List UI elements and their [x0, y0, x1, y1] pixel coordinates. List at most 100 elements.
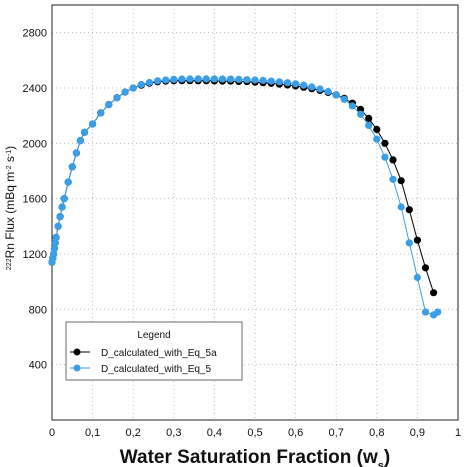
y-label-sup1: 222: [6, 258, 13, 270]
x-tick-label: 0,1: [85, 427, 100, 439]
data-point: [365, 114, 373, 122]
x-tick-label: 0,7: [329, 427, 344, 439]
data-point: [145, 78, 153, 87]
y-tick-label: 800: [29, 304, 47, 316]
data-point: [405, 239, 413, 247]
data-point: [283, 79, 292, 87]
data-point: [76, 137, 84, 145]
x-tick-label: 0,5: [247, 427, 262, 439]
x-tick-label: 0: [49, 427, 55, 439]
data-point: [251, 76, 259, 84]
legend-title: Legend: [137, 330, 170, 341]
data-point: [178, 75, 186, 83]
x-axis-ticks: 0 0,1 0,2 0,3 0,4 0,5 0,6 0,7 0,8 0,9 1: [49, 427, 461, 439]
data-point: [60, 195, 68, 203]
data-point: [259, 76, 267, 84]
data-point: [365, 121, 373, 129]
x-tick-label: 0,3: [166, 427, 181, 439]
y-tick-label: 400: [29, 360, 47, 372]
series-line: [51, 80, 435, 293]
data-point: [292, 80, 300, 88]
series-1: [48, 75, 442, 319]
data-point: [186, 75, 194, 83]
data-point: [50, 244, 59, 253]
data-point: [405, 206, 413, 214]
y-tick-label: 1200: [23, 249, 47, 261]
x-tick-label: 1: [455, 427, 461, 439]
data-point: [300, 81, 308, 89]
data-point: [373, 135, 381, 143]
y-tick-label: 2400: [23, 83, 47, 95]
data-point: [89, 120, 97, 128]
data-point: [324, 87, 332, 96]
legend-entry-eq5a: D_calculated_with_Eq_5a: [70, 348, 217, 359]
data-point: [421, 308, 430, 316]
y-label-mid: Rn Flux (mBq m: [3, 172, 17, 259]
data-point: [397, 177, 405, 185]
data-point: [210, 75, 218, 83]
data-point: [129, 84, 137, 92]
data-point: [267, 77, 275, 85]
data-point: [357, 110, 365, 118]
data-point: [389, 156, 397, 164]
x-label-main: Water Saturation Fraction (w: [120, 447, 378, 467]
data-point: [170, 75, 178, 83]
x-tick-label: 0,9: [410, 427, 425, 439]
data-point: [308, 83, 316, 91]
data-point: [56, 213, 64, 221]
y-tick-label: 1600: [23, 194, 47, 206]
data-point: [113, 94, 121, 102]
data-point: [218, 75, 227, 83]
data-point: [413, 236, 421, 244]
data-point: [52, 233, 60, 241]
data-point: [397, 203, 405, 211]
data-point: [121, 88, 129, 96]
y-label-close: ): [3, 146, 17, 150]
data-point: [58, 203, 66, 211]
data-point: [316, 85, 324, 93]
series-line: [51, 78, 438, 316]
x-label-sub: s: [378, 460, 384, 467]
data-point: [373, 125, 381, 134]
data-point: [235, 75, 243, 83]
x-label-close: ): [384, 447, 390, 467]
x-tick-label: 0,6: [288, 427, 303, 439]
series-layer: [48, 75, 442, 319]
legend-box: [65, 321, 243, 381]
data-point: [72, 149, 80, 157]
y-axis-ticks: 400 800 1200 1600 2000 2400 2800: [23, 28, 47, 372]
data-point: [202, 75, 210, 83]
data-point: [348, 102, 356, 110]
data-point: [389, 175, 397, 183]
data-point: [50, 250, 58, 258]
data-point: [381, 139, 389, 147]
data-point: [54, 222, 62, 230]
legend-label-eq5: D_calculated_with_Eq_5: [101, 364, 212, 375]
plot-frame: [51, 4, 459, 421]
data-point: [381, 153, 389, 161]
y-label-s: s: [3, 156, 17, 165]
data-point: [227, 75, 235, 83]
y-tick-label: 2000: [23, 138, 47, 150]
y-tick-label: 2800: [23, 28, 47, 40]
series-0: [48, 77, 438, 297]
data-point: [154, 77, 162, 85]
legend-marker-eq5: [73, 364, 81, 372]
x-tick-label: 0,8: [369, 427, 384, 439]
data-point: [105, 101, 113, 109]
data-point: [64, 178, 72, 186]
data-point: [51, 239, 59, 247]
data-point: [434, 308, 442, 316]
data-point: [194, 75, 202, 83]
data-point: [340, 95, 348, 103]
data-point: [243, 76, 251, 84]
data-point: [97, 109, 105, 117]
legend-label-eq5a: D_calculated_with_Eq_5a: [101, 348, 217, 359]
legend: Legend D_calculated_with_Eq_5a D_calcula…: [65, 321, 243, 381]
x-tick-label: 0,4: [207, 427, 222, 439]
legend-marker-eq5a: [73, 348, 81, 356]
data-point: [68, 163, 76, 171]
legend-entry-eq5: D_calculated_with_Eq_5: [70, 364, 212, 375]
data-point: [80, 128, 89, 136]
